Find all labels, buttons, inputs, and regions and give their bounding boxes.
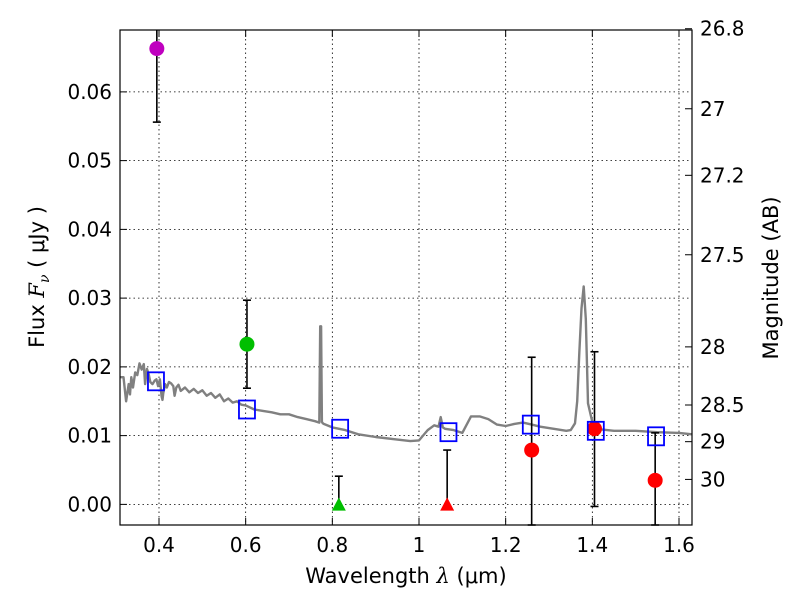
x-tick-label: 1.4	[576, 533, 608, 557]
observed-point-i-band	[331, 497, 346, 511]
observed-point-J-band	[524, 442, 540, 458]
y-tick-label: 0.06	[67, 80, 112, 104]
model-point-square	[586, 420, 605, 441]
model-point-square	[331, 418, 350, 439]
x-tick-label: 1.6	[663, 533, 695, 557]
x-tick-label: 1.2	[490, 533, 522, 557]
y2-tick-label: 27.5	[700, 243, 745, 267]
x-axis-label: Wavelength λ (μm)	[305, 564, 506, 588]
model-point-square	[521, 414, 540, 435]
model-point-square	[439, 422, 458, 443]
y2-tick-label: 27.2	[700, 163, 745, 187]
x-tick-label: 0.4	[143, 533, 175, 557]
observed-point-H-band	[647, 472, 663, 488]
x-tick-label: 0.8	[316, 533, 348, 557]
model-point-square	[647, 426, 665, 447]
y-tick-label: 0.02	[67, 355, 112, 379]
y-tick-label: 0.01	[67, 424, 112, 448]
observed-point-u-band	[149, 41, 165, 57]
observed-point-JH-band	[587, 421, 602, 437]
y2-axis-label: Magnitude (AB)	[759, 196, 783, 359]
markers-layer	[147, 41, 665, 511]
observed-point-v-band	[239, 336, 255, 352]
observed-point-z-band	[440, 497, 455, 511]
y-tick-label: 0.04	[67, 217, 112, 241]
plot-frame	[119, 29, 693, 526]
y-axis-label: Flux Fν ( μJy )	[25, 206, 53, 348]
model-point-square	[147, 371, 165, 392]
model-point-square	[238, 399, 256, 420]
y2-tick-label: 28.5	[700, 393, 745, 417]
sed-curve-layer	[120, 285, 693, 443]
y-tick-label: 0.05	[67, 149, 112, 173]
y-tick-label: 0.03	[67, 286, 112, 310]
y2-tick-label: 27	[700, 97, 725, 121]
sed-model-curve	[120, 285, 693, 443]
plot-border	[119, 29, 693, 526]
tick-labels: 0.4 0.6 0.8 1 1.2 1.4 1.6 0.00 0.01 0.02 0.03 0.04 0…	[67, 17, 744, 557]
y2-tick-label: 29	[700, 430, 725, 454]
y-tick-label: 0.00	[67, 492, 112, 516]
axis-ticks	[120, 28, 692, 525]
y2-tick-label: 26.8	[700, 17, 745, 41]
x-tick-label: 1	[413, 533, 426, 557]
y2-tick-label: 30	[700, 467, 725, 491]
grid-lines	[120, 30, 692, 525]
y2-tick-label: 28	[700, 335, 725, 359]
x-tick-label: 0.6	[230, 533, 262, 557]
